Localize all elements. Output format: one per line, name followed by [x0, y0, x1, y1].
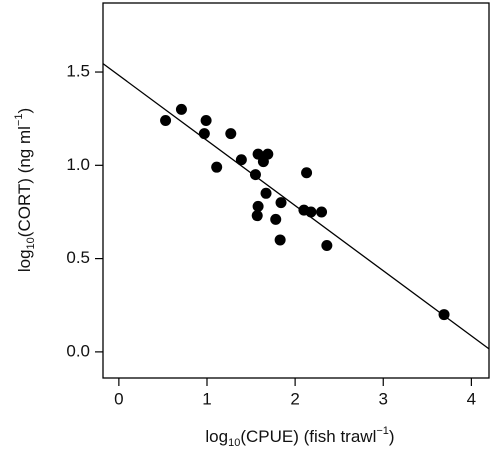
point: [257, 156, 269, 168]
y-tick-label: 0.5: [66, 248, 90, 267]
x-label-sup: −1: [376, 425, 389, 437]
x-tick-label: 2: [290, 389, 299, 408]
point: [175, 103, 187, 115]
plot-frame: [102, 2, 490, 379]
y-tick-label: 1.5: [66, 62, 90, 81]
x-tick-label: 4: [467, 389, 476, 408]
point: [252, 200, 264, 212]
point: [305, 206, 317, 218]
point: [260, 187, 272, 199]
point: [225, 128, 237, 140]
point: [211, 161, 223, 173]
y-label-sub: 10: [25, 237, 37, 249]
point: [251, 210, 263, 222]
point: [301, 167, 313, 179]
x-tick-label: 3: [379, 389, 388, 408]
regression-line: [102, 63, 490, 350]
point: [274, 234, 286, 246]
point: [160, 115, 172, 127]
point: [249, 169, 261, 181]
x-label-base: log: [205, 427, 228, 446]
y-label-base: log: [15, 249, 34, 272]
point: [235, 154, 247, 166]
point: [198, 128, 210, 140]
point: [200, 115, 212, 127]
x-tick-label: 0: [114, 389, 123, 408]
y-tick-label: 0.0: [66, 341, 90, 360]
y-tick-label: 1.0: [66, 155, 90, 174]
point: [321, 240, 333, 252]
x-axis-label: log10(CPUE) (fish trawl−1): [205, 425, 394, 449]
x-tick-label: 1: [202, 389, 211, 408]
y-label-sup: −1: [13, 114, 25, 127]
x-label-end: ): [389, 427, 395, 446]
point: [275, 197, 287, 209]
x-label-sub: 10: [228, 437, 240, 449]
y-label-end: ): [15, 108, 34, 114]
y-label-main: (CORT) (ng ml: [15, 126, 34, 237]
x-label-main: (CPUE) (fish trawl: [240, 427, 376, 446]
point: [316, 206, 328, 218]
y-axis-label: log10(CORT) (ng ml−1): [13, 108, 37, 272]
point: [270, 213, 282, 225]
